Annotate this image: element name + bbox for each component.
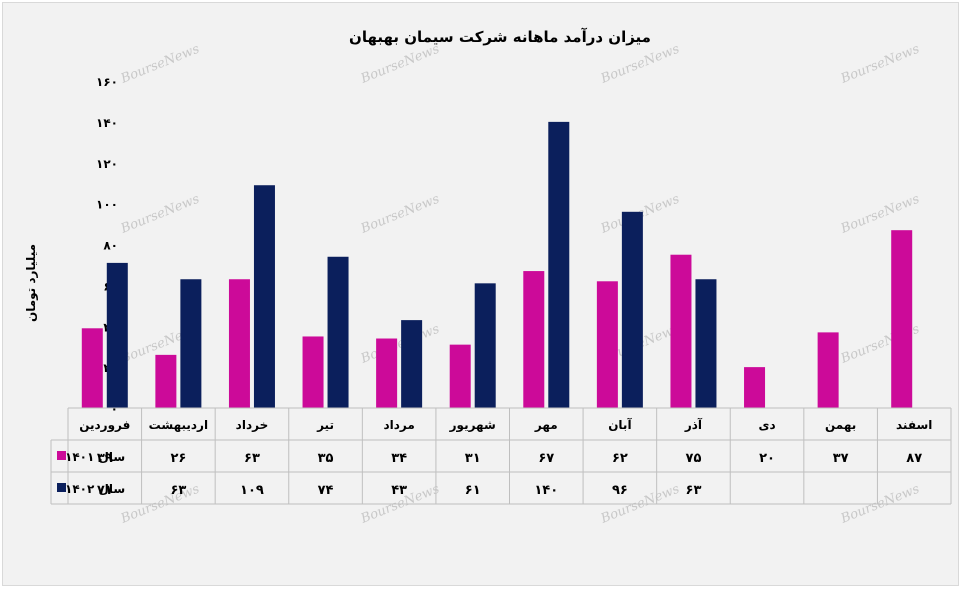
bar [253,185,275,408]
category-label: مرداد [383,418,414,432]
category-label: آبان [608,417,632,432]
legend-swatch [57,451,66,460]
data-label: ۱۰۹ [240,483,264,498]
chart-title: میزان درآمد ماهانه شرکت سیمان بهبهان [349,28,651,46]
bar [302,336,324,408]
series-name: سال ۱۴۰۲ [65,482,125,496]
bar [695,279,717,408]
series-name: سال ۱۴۰۱ [65,450,125,464]
category-label: آذر [684,417,703,432]
bar [449,344,471,408]
data-label: ۶۳ [686,483,702,498]
bar [401,320,423,408]
bar [817,332,839,408]
bar [228,279,250,408]
category-label: شهریور [449,418,496,433]
bar [596,281,618,408]
data-label: ۶۳ [244,451,260,466]
bar [474,283,496,408]
data-label: ۶۷ [538,451,554,466]
watermark-text: BourseNews [358,42,442,88]
bar [81,328,103,408]
watermark-text: BourseNews [598,42,682,88]
bar [327,256,349,408]
category-label: اسفند [896,418,932,432]
category-label: خرداد [236,418,269,432]
bar [180,279,202,408]
y-tick-label: ۱۶۰ [96,75,118,89]
bar [106,262,128,408]
bar [376,338,398,408]
watermark-text: BourseNews [118,192,202,238]
data-label: ۶۳ [170,483,186,498]
watermark-text: BourseNews [358,192,442,238]
data-label: ۲۰ [759,451,775,466]
data-label: ۶۲ [612,451,628,466]
bar [523,271,545,408]
y-tick-label: ۱۲۰ [96,157,118,171]
bar [891,230,913,408]
data-label: ۳۹ [97,451,113,466]
data-label: ۷۱ [97,483,113,498]
data-label: ۷۴ [318,483,334,498]
category-label: تیر [316,418,334,432]
bar [548,121,570,408]
data-label: ۴۳ [391,483,407,498]
category-label: بهمن [825,418,856,432]
y-tick-label: ۱۴۰ [96,116,118,130]
data-label: ۳۷ [833,451,849,466]
data-label: ۸۷ [906,451,922,466]
category-label: اردیبهشت [149,418,208,432]
chart: BourseNews BourseNews BourseNews BourseNews… [24,28,952,527]
watermark-text: BourseNews [358,322,442,368]
legend-swatch [57,483,66,492]
watermark-text: BourseNews [838,42,922,88]
data-table: فروردین اردیبهشت خرداد تیر مرداد شهریور مهر آبا… [50,407,952,505]
bar [670,254,692,408]
bar [744,367,766,408]
data-label: ۳۱ [465,451,481,466]
category-label: دی [758,418,775,432]
category-label: مهر [534,418,558,432]
data-label: ۳۴ [391,451,407,466]
category-label: فروردین [79,418,130,433]
y-tick-label: ۸۰ [103,239,118,253]
data-label: ۶۱ [465,483,481,498]
data-label: ۷۵ [686,451,702,466]
data-label: ۳۵ [318,451,334,466]
bars [68,121,951,409]
bar [155,354,177,408]
data-label: ۲۶ [170,451,186,466]
y-tick-label: ۱۰۰ [96,198,118,212]
data-label: ۱۴۰ [534,483,558,498]
watermark-text: BourseNews [118,42,202,88]
data-label: ۹۶ [612,483,628,498]
bar [621,211,643,408]
y-axis-label: میلیارد تومان [24,244,39,322]
y-tick-label: ۰ [111,402,118,416]
